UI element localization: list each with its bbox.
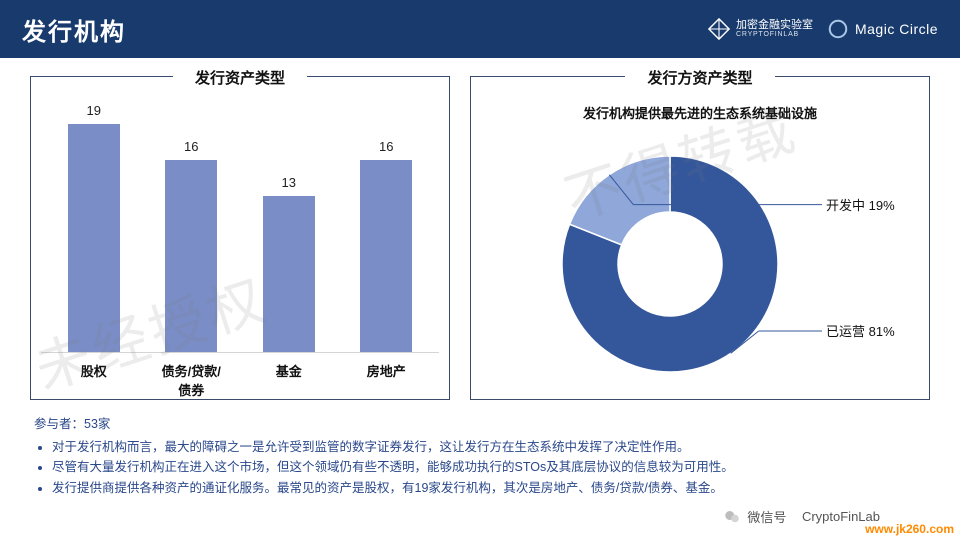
bullet-list: 对于发行机构而言，最大的障碍之一是允许受到监管的数字证券发行，这让发行方在生态系…: [34, 437, 926, 499]
page-title: 发行机构: [22, 12, 708, 47]
bar-label: 债务/贷款/债券: [156, 361, 226, 399]
bar-chart: 19 16 13 16 股权债务/贷款/债券基金房地产: [31, 77, 449, 399]
bar-rect: [360, 160, 412, 352]
bar-label: 基金: [254, 361, 324, 399]
bullet-item: 发行提供商提供各种资产的通证化服务。最常见的资产是股权，有19家发行机构，其次是…: [52, 478, 926, 499]
bar-col: 13: [254, 175, 324, 352]
logo1-en: CRYPTOFINLAB: [736, 31, 813, 38]
site-url: www.jk260.com: [865, 522, 954, 536]
footer-notes: 参与者：53家 对于发行机构而言，最大的障碍之一是允许受到监管的数字证券发行，这…: [0, 410, 960, 499]
participants-count: 53家: [84, 417, 110, 431]
participants-label: 参与者：: [34, 417, 84, 431]
donut-chart-title: 发行方资产类型: [625, 67, 774, 88]
bar-rect: [68, 124, 120, 352]
diamond-icon: [708, 18, 730, 40]
donut-area: 已运营 81%开发中 19%: [485, 126, 915, 389]
header-bar: 发行机构 加密金融实验室 CRYPTOFINLAB Magic Circle: [0, 0, 960, 58]
bar-rect: [263, 196, 315, 352]
bar-rect: [165, 160, 217, 352]
participants-line: 参与者：53家: [34, 414, 926, 435]
bar-value: 16: [379, 139, 393, 154]
logo2-name: Magic Circle: [855, 21, 938, 37]
bullet-item: 尽管有大量发行机构正在进入这个市场，但这个领域仍有些不透明，能够成功执行的STO…: [52, 457, 926, 478]
bars-area: 19 16 13 16: [41, 103, 439, 353]
bar-value: 13: [282, 175, 296, 190]
donut-chart-panel: 发行方资产类型 发行机构提供最先进的生态系统基础设施 已运营 81%开发中 19…: [470, 76, 930, 400]
bar-labels: 股权债务/贷款/债券基金房地产: [41, 353, 439, 399]
bar-value: 16: [184, 139, 198, 154]
bar-chart-title: 发行资产类型: [173, 67, 307, 88]
wechat-credit: 微信号 CryptoFinLab: [723, 507, 880, 526]
donut-subtitle: 发行机构提供最先进的生态系统基础设施: [485, 103, 915, 122]
bar-label: 房地产: [351, 361, 421, 399]
bar-col: 16: [351, 139, 421, 352]
logo1-zh: 加密金融实验室: [736, 20, 813, 32]
credit-prefix: 微信号: [747, 507, 786, 526]
magic-circle-logo: Magic Circle: [827, 18, 938, 40]
header-logos: 加密金融实验室 CRYPTOFINLAB Magic Circle: [708, 18, 938, 40]
wechat-icon: [723, 508, 741, 526]
bar-col: 16: [156, 139, 226, 352]
cryptofinlab-logo: 加密金融实验室 CRYPTOFINLAB: [708, 18, 813, 40]
bar-label: 股权: [59, 361, 129, 399]
bar-value: 19: [87, 103, 101, 118]
bullet-item: 对于发行机构而言，最大的障碍之一是允许受到监管的数字证券发行，这让发行方在生态系…: [52, 437, 926, 458]
donut-svg: [485, 126, 915, 389]
circle-icon: [827, 18, 849, 40]
bar-chart-panel: 发行资产类型 19161316 股权债务/贷款/债券基金房地产: [30, 76, 450, 400]
bar-col: 19: [59, 103, 129, 352]
charts-row: 发行资产类型 19 16 13 16 股权债务/贷款/债券基金房地产 发行方资产类型 …: [0, 58, 960, 410]
